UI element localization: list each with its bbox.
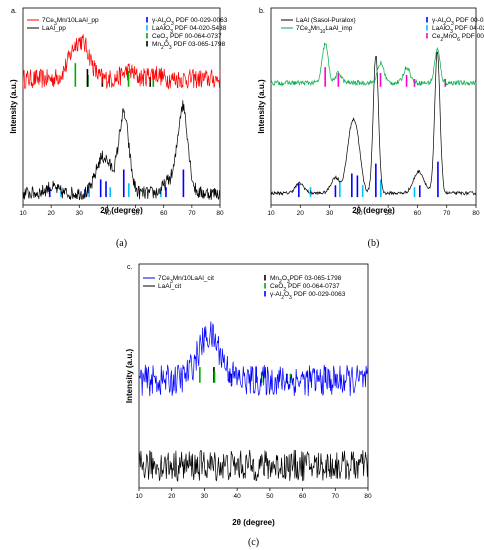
- x-tick-label: 80: [364, 493, 372, 500]
- legend: LaAl (Sasol-Puralox)7Ce3Mn10LaAl_imp γ-Al…: [281, 17, 484, 43]
- x-tick-label: 10: [19, 210, 27, 217]
- legend-label: 7Ce3Mn/10LaAl_pp: [42, 17, 99, 27]
- x-tick-label: 70: [188, 210, 196, 217]
- panel-caption: (c): [248, 537, 259, 548]
- reference-1: [298, 161, 439, 198]
- x-tick-label: 70: [332, 493, 340, 500]
- reference-2: [309, 179, 416, 198]
- series-line-2: [22, 100, 221, 201]
- chart-panel-2: 10 20 30 40 50 60 70 80 2θ (degree) Intensity (a.…: [257, 7, 484, 249]
- legend-label: CeO2 PDF 00-064-0737: [152, 33, 222, 43]
- x-tick-label: 20: [168, 493, 176, 500]
- legend-label: γ-Al2O3 PDF 00-029-0063: [152, 17, 228, 27]
- reference-1: [48, 169, 185, 198]
- y-axis-label: Intensity (a.u.): [257, 79, 266, 134]
- series-line-2: [270, 42, 477, 87]
- x-tick-label: 30: [201, 493, 209, 500]
- panel-letter: a.: [11, 8, 17, 15]
- x-tick-label: 50: [132, 210, 140, 217]
- x-axis-label: 2θ (degree): [352, 206, 395, 215]
- legend-label: LaAlO3 PDF 04-020-5438: [152, 25, 227, 35]
- series-line-1: [138, 321, 369, 397]
- x-tick-label: 70: [443, 210, 451, 217]
- legend-label: LaAl_cit: [158, 283, 181, 290]
- y-axis-label: Intensity (a.u.): [125, 349, 134, 404]
- series-line-2: [138, 450, 369, 483]
- plot-frame: [138, 263, 369, 489]
- x-tick-label: 60: [414, 210, 422, 217]
- legend-label: Mn2O3 PDF 03-065-1798: [152, 41, 226, 51]
- legend-label: 7Ce3Mn/10LaAl_cit: [158, 275, 214, 285]
- x-tick-label: 80: [216, 210, 224, 217]
- x-tick-label: 80: [472, 210, 480, 217]
- x-tick-label: 40: [104, 210, 112, 217]
- x-tick-label: 60: [160, 210, 168, 217]
- x-tick-label: 50: [385, 210, 393, 217]
- x-tick-label: 40: [355, 210, 363, 217]
- series-line-1: [22, 34, 221, 90]
- x-tick-label: 20: [48, 210, 56, 217]
- legend-label: Ce2MnO6 PDF 00-064-0204: [432, 33, 484, 43]
- legend-label: γ-Al2O3 PDF 00-029-0063: [270, 291, 346, 301]
- plot-frame: [270, 7, 477, 206]
- panel-caption: (b): [368, 238, 380, 249]
- plot-frame: [22, 7, 221, 206]
- panel-letter: b.: [259, 8, 265, 15]
- panel-caption: (a): [116, 238, 127, 249]
- reference-3: [324, 67, 447, 87]
- y-axis-label: Intensity (a.u.): [9, 79, 18, 134]
- series-line-1: [270, 51, 477, 196]
- panel-letter: c.: [127, 264, 133, 271]
- chart-panel-1: 10 20 30 40 50 60 70 80 2θ (degree) Intensity (a.…: [9, 7, 228, 249]
- x-tick-label: 10: [267, 210, 275, 217]
- x-tick-label: 20: [297, 210, 305, 217]
- x-tick-label: 30: [76, 210, 84, 217]
- x-tick-label: 60: [299, 493, 307, 500]
- chart-panel-3: 10 20 30 40 50 60 70 80 2θ (degree) Intensity (a.…: [125, 263, 372, 548]
- x-tick-label: 50: [266, 493, 274, 500]
- x-tick-label: 30: [326, 210, 334, 217]
- x-axis-label: 2θ (degree): [100, 206, 143, 215]
- x-axis-label: 2θ (degree): [232, 518, 275, 527]
- legend-label: LaAl (Sasol-Puralox): [296, 17, 356, 24]
- legend-label: CeO2 PDF 00-064-0737: [270, 283, 340, 293]
- legend-label: 7Ce3Mn10LaAl_imp: [296, 25, 353, 35]
- x-tick-label: 40: [234, 493, 242, 500]
- legend-label: Mn2O3PDF 03-065-1798: [270, 275, 342, 285]
- legend-label: LaAlO3 PDF 04-020-5438: [432, 25, 484, 35]
- legend-label: LaAl_pp: [42, 25, 66, 32]
- legend-label: γ-Al2O3 PDF 00-029-0063: [432, 17, 484, 27]
- x-tick-label: 10: [135, 493, 143, 500]
